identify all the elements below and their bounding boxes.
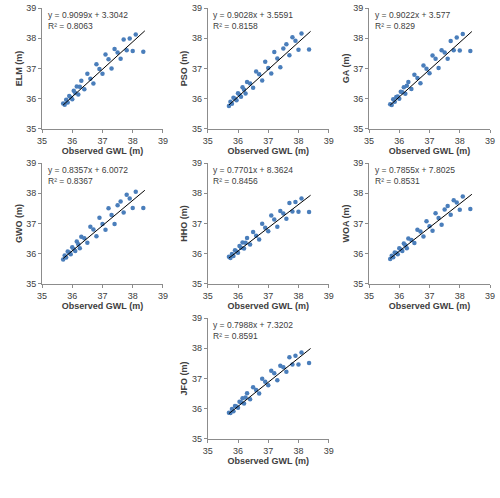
svg-text:Observed GWL (m): Observed GWL (m) [62,301,143,311]
svg-text:JFO (m): JFO (m) [179,361,189,395]
svg-text:38: 38 [26,33,36,43]
svg-text:37: 37 [353,64,363,74]
svg-text:37: 37 [192,219,202,229]
svg-text:39: 39 [485,136,495,146]
svg-text:36: 36 [67,291,77,301]
svg-text:35: 35 [353,279,363,289]
svg-text:39: 39 [324,446,334,456]
svg-text:36: 36 [67,136,77,146]
svg-text:38: 38 [293,291,303,301]
svg-text:38: 38 [293,136,303,146]
svg-text:36: 36 [192,94,202,104]
svg-text:35: 35 [192,279,202,289]
svg-text:39: 39 [485,291,495,301]
svg-text:37: 37 [192,374,202,384]
svg-text:35: 35 [203,446,213,456]
svg-text:PSO (m): PSO (m) [179,51,189,87]
svg-text:36: 36 [353,94,363,104]
svg-text:Observed GWL (m): Observed GWL (m) [228,146,309,156]
svg-text:39: 39 [192,3,202,13]
svg-text:35: 35 [353,124,363,134]
svg-text:37: 37 [263,291,273,301]
svg-text:38: 38 [128,291,138,301]
svg-text:35: 35 [364,136,374,146]
svg-text:WOA (m): WOA (m) [341,204,351,242]
svg-text:39: 39 [192,158,202,168]
svg-text:39: 39 [324,136,334,146]
svg-text:35: 35 [26,124,36,134]
svg-text:37: 37 [26,64,36,74]
svg-text:38: 38 [192,343,202,353]
svg-text:y = 0.9099x + 3.3042R² = 0.806: y = 0.9099x + 3.3042R² = 0.8063 [48,10,128,31]
svg-text:39: 39 [158,291,168,301]
svg-text:36: 36 [26,249,36,259]
svg-text:y = 0.7701x + 8.3624R² = 0.845: y = 0.7701x + 8.3624R² = 0.8456 [213,165,293,186]
svg-text:37: 37 [263,446,273,456]
svg-text:37: 37 [353,219,363,229]
svg-text:38: 38 [26,188,36,198]
svg-text:y = 0.9028x + 3.5591R² = 0.815: y = 0.9028x + 3.5591R² = 0.8158 [213,10,293,31]
svg-text:35: 35 [37,291,47,301]
svg-text:GWO (m): GWO (m) [14,204,24,243]
svg-text:38: 38 [192,188,202,198]
svg-text:37: 37 [425,291,435,301]
svg-text:y = 0.7988x + 7.3202R² = 0.859: y = 0.7988x + 7.3202R² = 0.8591 [213,320,293,341]
svg-text:Observed GWL (m): Observed GWL (m) [389,301,470,311]
svg-text:38: 38 [128,136,138,146]
svg-text:38: 38 [353,188,363,198]
svg-text:Observed GWL (m): Observed GWL (m) [62,146,143,156]
svg-text:39: 39 [353,3,363,13]
svg-text:36: 36 [233,291,243,301]
svg-text:y = 0.9022x + 3.577R² = 0.829: y = 0.9022x + 3.577R² = 0.829 [375,10,450,31]
svg-text:35: 35 [203,136,213,146]
svg-text:38: 38 [353,33,363,43]
svg-text:36: 36 [26,94,36,104]
svg-text:36: 36 [394,291,404,301]
svg-text:y = 0.7855x + 7.8025R² = 0.853: y = 0.7855x + 7.8025R² = 0.8531 [375,165,455,186]
svg-text:37: 37 [26,219,36,229]
svg-text:35: 35 [26,279,36,289]
svg-text:36: 36 [192,404,202,414]
svg-text:36: 36 [353,249,363,259]
svg-text:Observed GWL (m): Observed GWL (m) [228,301,309,311]
svg-text:36: 36 [394,136,404,146]
svg-text:ELM (m): ELM (m) [14,51,24,87]
svg-text:37: 37 [425,136,435,146]
svg-text:39: 39 [324,291,334,301]
svg-text:38: 38 [455,291,465,301]
svg-text:36: 36 [192,249,202,259]
svg-text:Observed GWL (m): Observed GWL (m) [228,456,309,466]
svg-text:36: 36 [233,446,243,456]
svg-text:39: 39 [26,3,36,13]
svg-text:38: 38 [455,136,465,146]
svg-text:39: 39 [353,158,363,168]
svg-text:35: 35 [364,291,374,301]
svg-text:GA (m): GA (m) [341,54,351,84]
svg-text:Observed GWL (m): Observed GWL (m) [389,146,470,156]
svg-text:35: 35 [192,124,202,134]
svg-text:38: 38 [192,33,202,43]
svg-text:35: 35 [192,434,202,444]
svg-text:37: 37 [263,136,273,146]
svg-text:y = 0.8357x + 6.0072R² = 0.836: y = 0.8357x + 6.0072R² = 0.8367 [48,165,128,186]
svg-text:36: 36 [233,136,243,146]
svg-text:38: 38 [293,446,303,456]
svg-text:37: 37 [192,64,202,74]
svg-text:HHO (m): HHO (m) [179,205,189,242]
svg-text:39: 39 [192,313,202,323]
svg-text:39: 39 [26,158,36,168]
svg-text:37: 37 [97,291,107,301]
svg-text:39: 39 [158,136,168,146]
svg-text:35: 35 [37,136,47,146]
svg-text:37: 37 [97,136,107,146]
svg-text:35: 35 [203,291,213,301]
